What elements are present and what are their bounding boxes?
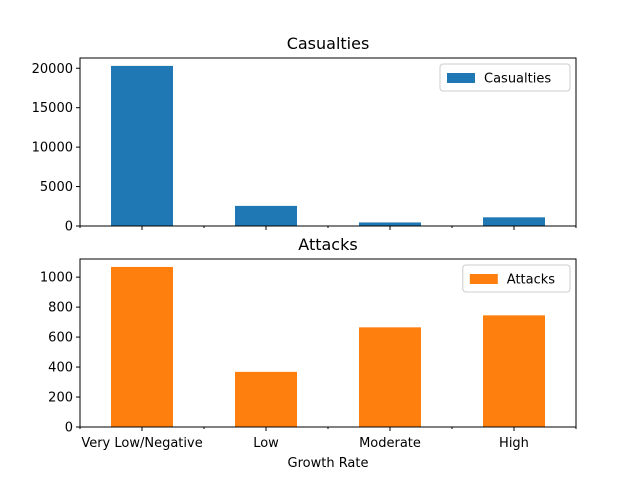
y-tick-label: 1000 [40, 271, 73, 286]
bar-very-low-negative [111, 65, 173, 226]
legend-label: Casualties [484, 72, 551, 87]
y-tick-label: 10000 [32, 141, 73, 156]
y-tick-label: 800 [48, 301, 73, 316]
y-tick-label: 200 [48, 391, 73, 406]
y-tick-label: 0 [65, 421, 73, 436]
x-tick-label: Very Low/Negative [81, 436, 202, 451]
legend-label: Attacks [507, 273, 556, 288]
bar-very-low-negative [111, 266, 173, 427]
x-axis-label: Growth Rate [288, 456, 369, 471]
y-tick-label: 5000 [40, 180, 73, 195]
legend-box [439, 63, 571, 92]
legend-box [462, 264, 571, 293]
x-tick-label: Moderate [359, 436, 421, 451]
legend-swatch [447, 73, 475, 83]
y-tick-label: 400 [48, 361, 73, 376]
bar-moderate [359, 327, 421, 427]
x-tick-label: Low [253, 436, 279, 451]
casualties-panel: 0 5000 10000 15000 20000 Casualties Casualties [32, 34, 577, 235]
bar-low [235, 371, 297, 427]
y-tick-label: 20000 [32, 62, 73, 77]
bar-high [483, 217, 545, 226]
bar-high [483, 315, 545, 427]
legend-swatch [469, 274, 498, 284]
bar-low [235, 205, 297, 226]
x-tick-label: High [499, 436, 529, 451]
y-tick-label: 0 [65, 220, 73, 235]
y-tick-label: 15000 [32, 101, 73, 116]
attacks-panel: 0 200 400 600 800 1000 Very Low/Negative Low Mod… [40, 235, 577, 471]
chart-title: Casualties [287, 34, 370, 53]
y-tick-label: 600 [48, 331, 73, 346]
bar-moderate [359, 222, 421, 226]
chart-title: Attacks [298, 235, 357, 254]
